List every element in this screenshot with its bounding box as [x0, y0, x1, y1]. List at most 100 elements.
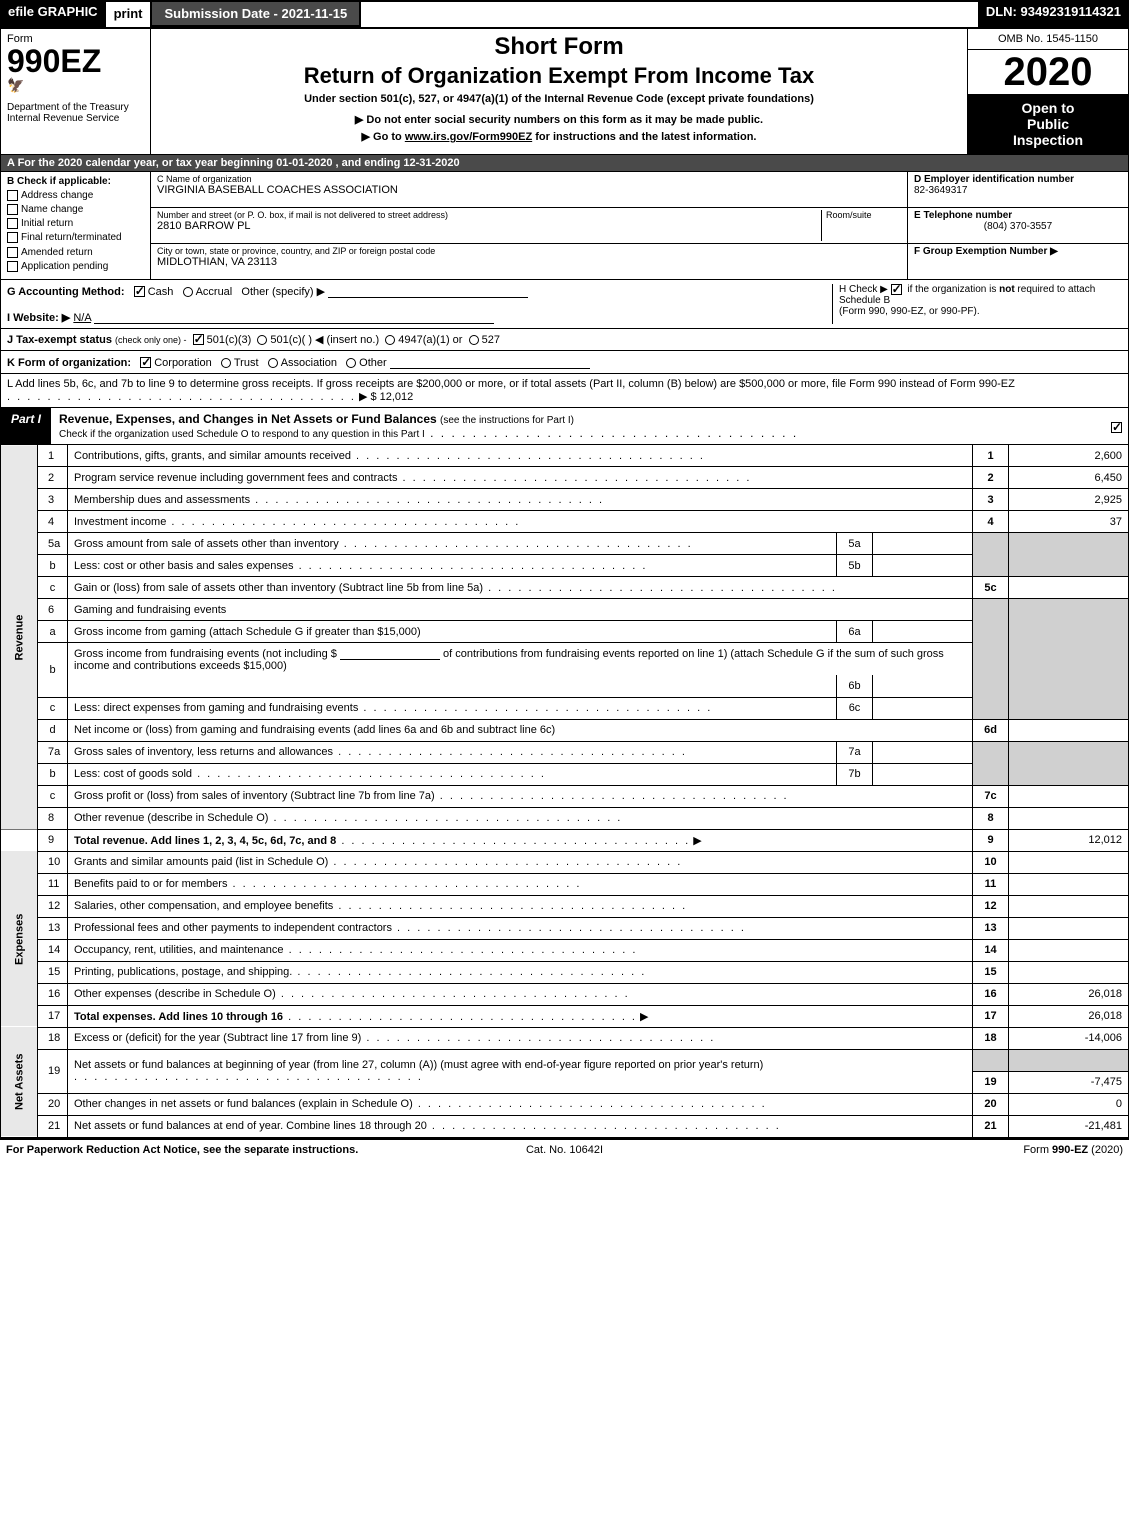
checkbox-cash[interactable] [134, 286, 145, 297]
website-value: N/A [73, 312, 91, 324]
line21-amt: -21,481 [1009, 1115, 1129, 1137]
addr-label: Number and street (or P. O. box, if mail… [157, 210, 821, 220]
radio-527[interactable] [469, 335, 479, 345]
line7b-icol: 7b [837, 763, 873, 785]
footer-left: For Paperwork Reduction Act Notice, see … [6, 1144, 378, 1156]
line2-amt: 6,450 [1009, 467, 1129, 489]
line7c-col: 7c [973, 785, 1009, 807]
line6d-amt [1009, 719, 1129, 741]
box-b-header: B Check if applicable: [7, 176, 144, 187]
line19-num: 19 [38, 1049, 68, 1093]
inspection-line1: Open to [972, 100, 1124, 116]
line6c-iamt [873, 697, 973, 719]
radio-trust[interactable] [221, 358, 231, 368]
other-method-field[interactable] [328, 284, 528, 298]
line6c-num: c [38, 697, 68, 719]
ein-label: D Employer identification number [914, 174, 1122, 185]
line6b-num: b [38, 643, 68, 698]
row-l-text: L Add lines 5b, 6c, and 7b to line 9 to … [7, 378, 1015, 390]
line16-col: 16 [973, 983, 1009, 1005]
side-revenue: Revenue [1, 445, 38, 830]
line7ab-shade-amt [1009, 741, 1129, 785]
radio-other-org[interactable] [346, 358, 356, 368]
other-org-field[interactable] [390, 355, 590, 369]
line6a-icol: 6a [837, 621, 873, 643]
checkbox-address-change[interactable] [7, 190, 18, 201]
line5a-iamt [873, 533, 973, 555]
name-label: C Name of organization [157, 174, 901, 184]
title-box: Short Form Return of Organization Exempt… [151, 29, 968, 154]
form-number-box: Form 990EZ 🦅 Department of the Treasury … [1, 29, 151, 154]
line6b-icol: 6b [837, 675, 873, 697]
checkbox-501c3[interactable] [193, 334, 204, 345]
omb-box: OMB No. 1545-1150 2020 Open to Public In… [968, 29, 1128, 154]
dln-label: DLN: 93492319114321 [978, 0, 1129, 27]
title-note: ▶ Do not enter social security numbers o… [157, 113, 961, 126]
line1-col: 1 [973, 445, 1009, 467]
checkbox-name-change[interactable] [7, 204, 18, 215]
line21-desc: Net assets or fund balances at end of ye… [74, 1120, 427, 1132]
checkbox-initial-return[interactable] [7, 218, 18, 229]
line13-num: 13 [38, 917, 68, 939]
room-label: Room/suite [826, 210, 901, 220]
line19-shade [973, 1049, 1009, 1071]
row-g-h: G Accounting Method: Cash Accrual Other … [0, 280, 1129, 329]
line11-desc: Benefits paid to or for members [74, 878, 227, 890]
checkbox-h[interactable] [891, 284, 902, 295]
line10-amt [1009, 851, 1129, 873]
label-cash: Cash [148, 286, 174, 298]
row-l: L Add lines 5b, 6c, and 7b to line 9 to … [0, 374, 1129, 408]
irs-link[interactable]: www.irs.gov/Form990EZ [405, 131, 532, 143]
checkbox-application-pending[interactable] [7, 261, 18, 272]
line1-desc: Contributions, gifts, grants, and simila… [74, 450, 351, 462]
title-short: Short Form [157, 33, 961, 61]
line5c-amt [1009, 577, 1129, 599]
line19-shade-amt [1009, 1049, 1129, 1071]
radio-accrual[interactable] [183, 287, 193, 297]
line6b-field[interactable] [340, 646, 440, 660]
inspection-box: Open to Public Inspection [968, 94, 1128, 154]
label-initial-return: Initial return [21, 218, 73, 229]
line12-desc: Salaries, other compensation, and employ… [74, 900, 333, 912]
line5b-iamt [873, 555, 973, 577]
efile-label: efile GRAPHIC [0, 0, 106, 27]
line18-num: 18 [38, 1027, 68, 1049]
line2-num: 2 [38, 467, 68, 489]
radio-501c[interactable] [257, 335, 267, 345]
block-bcdef: B Check if applicable: Address change Na… [0, 172, 1129, 280]
label-association: Association [281, 357, 337, 369]
city-label: City or town, state or province, country… [157, 246, 901, 256]
line6d-desc: Net income or (loss) from gaming and fun… [74, 724, 555, 736]
line7a-iamt [873, 741, 973, 763]
line7b-iamt [873, 763, 973, 785]
radio-association[interactable] [268, 358, 278, 368]
title-link-suffix: for instructions and the latest informat… [535, 131, 756, 143]
label-other-method: Other (specify) ▶ [241, 286, 325, 298]
side-netassets: Net Assets [1, 1027, 38, 1137]
line7c-desc: Gross profit or (loss) from sales of inv… [74, 790, 435, 802]
line16-num: 16 [38, 983, 68, 1005]
box-h: H Check ▶ if the organization is not req… [832, 284, 1122, 324]
website-label: I Website: ▶ [7, 312, 70, 324]
tax-year: 2020 [968, 50, 1128, 94]
checkbox-part1-scho[interactable] [1111, 422, 1122, 433]
line7ab-shade [973, 741, 1009, 785]
h-text1: H Check ▶ [839, 284, 888, 295]
line5c-col: 5c [973, 577, 1009, 599]
tax-exempt-label: J Tax-exempt status [7, 334, 112, 346]
radio-4947[interactable] [385, 335, 395, 345]
checkbox-corporation[interactable] [140, 357, 151, 368]
line19-desc: Net assets or fund balances at beginning… [74, 1059, 763, 1071]
label-trust: Trust [234, 357, 259, 369]
label-4947: 4947(a)(1) or [398, 334, 462, 346]
label-other-org: Other [359, 357, 387, 369]
row-l-arrow: ▶ $ [359, 391, 377, 403]
group-exemption-label: F Group Exemption Number ▶ [914, 246, 1122, 257]
checkbox-final-return[interactable] [7, 232, 18, 243]
line14-num: 14 [38, 939, 68, 961]
line20-col: 20 [973, 1093, 1009, 1115]
checkbox-amended-return[interactable] [7, 247, 18, 258]
phone-label: E Telephone number [914, 210, 1122, 221]
line7c-amt [1009, 785, 1129, 807]
line8-desc: Other revenue (describe in Schedule O) [74, 812, 268, 824]
